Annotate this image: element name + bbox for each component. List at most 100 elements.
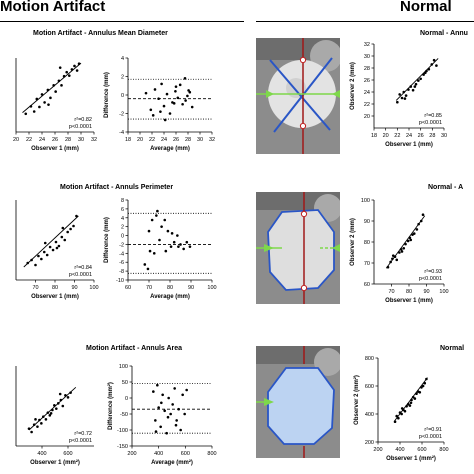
data-point bbox=[158, 238, 161, 242]
y-axis-label: Difference (mm²) bbox=[107, 382, 114, 430]
x-tick-label: 90 bbox=[188, 285, 194, 291]
data-point bbox=[402, 90, 406, 94]
data-point bbox=[30, 258, 33, 262]
data-point bbox=[63, 238, 67, 242]
data-point bbox=[160, 82, 163, 86]
y-tick-label: 8 bbox=[121, 198, 124, 204]
data-point bbox=[38, 418, 41, 422]
data-point bbox=[174, 423, 178, 427]
data-point bbox=[419, 77, 422, 81]
data-point bbox=[42, 415, 45, 418]
data-point bbox=[163, 409, 166, 413]
x-tick-label: 32 bbox=[209, 137, 215, 143]
data-point bbox=[64, 394, 67, 397]
data-point bbox=[161, 393, 164, 397]
data-point bbox=[143, 263, 147, 266]
y-tick-label: 22 bbox=[364, 102, 370, 108]
data-point bbox=[419, 219, 423, 223]
y-tick-label: 24 bbox=[364, 90, 370, 96]
x-tick-label: 90 bbox=[71, 285, 77, 291]
data-point bbox=[42, 250, 46, 254]
data-point bbox=[435, 64, 438, 67]
data-point bbox=[185, 388, 188, 392]
y-tick-label: -150 bbox=[117, 444, 128, 450]
data-point bbox=[389, 260, 392, 264]
data-point bbox=[154, 430, 158, 433]
data-point bbox=[188, 90, 192, 94]
data-point bbox=[407, 88, 410, 91]
data-point bbox=[157, 97, 160, 100]
row1-right-title: Normal - Annu bbox=[420, 30, 468, 37]
row2-right-title: Normal - A bbox=[428, 184, 464, 191]
r-squared-label: r²=0.72 bbox=[74, 431, 92, 437]
data-point bbox=[417, 222, 420, 226]
data-point bbox=[409, 401, 413, 405]
y-tick-label: 80 bbox=[364, 240, 370, 246]
ma-area-correlation-chart: 400 600 Observer 1 (mm²) r²=0.72p<0.0001 bbox=[15, 366, 94, 466]
y-tick-label: 400 bbox=[365, 412, 374, 418]
data-point bbox=[165, 431, 168, 435]
y-tick-label: 4 bbox=[121, 216, 124, 222]
normal-header-rule bbox=[256, 21, 474, 22]
x-tick-label: 100 bbox=[207, 285, 216, 291]
x-tick-label: 28 bbox=[429, 133, 435, 139]
data-point bbox=[408, 404, 412, 407]
data-point bbox=[400, 407, 404, 410]
y-tick-label: 28 bbox=[364, 66, 370, 72]
data-point bbox=[40, 257, 43, 261]
x-tick-label: 28 bbox=[185, 137, 191, 143]
data-point bbox=[75, 69, 79, 72]
data-point bbox=[404, 94, 408, 97]
data-point bbox=[425, 377, 428, 381]
data-point bbox=[75, 214, 78, 218]
data-point bbox=[156, 383, 159, 387]
y-tick-label: 0 bbox=[121, 234, 124, 240]
y-tick-label: 90 bbox=[364, 219, 370, 225]
x-tick-label: 200 bbox=[127, 451, 136, 457]
y-tick-label: 200 bbox=[365, 440, 374, 446]
data-point bbox=[175, 419, 178, 422]
data-point bbox=[60, 235, 64, 239]
data-point bbox=[432, 58, 436, 62]
data-point bbox=[403, 409, 407, 413]
data-point bbox=[56, 402, 60, 405]
y-tick-label: -4 bbox=[119, 251, 124, 257]
data-point bbox=[415, 228, 419, 231]
x-axis-label: Observer 1 (mm) bbox=[31, 146, 79, 152]
x-tick-label: 200 bbox=[373, 447, 382, 453]
regression-line bbox=[28, 387, 77, 431]
data-point bbox=[413, 397, 417, 400]
data-point bbox=[30, 430, 33, 434]
y-tick-label: 6 bbox=[121, 207, 124, 213]
x-tick-label: 26 bbox=[173, 137, 179, 143]
data-point bbox=[172, 102, 176, 105]
data-point bbox=[405, 405, 408, 408]
x-tick-label: 70 bbox=[146, 285, 152, 291]
data-point bbox=[386, 265, 390, 269]
x-tick-label: 90 bbox=[423, 289, 429, 295]
data-point bbox=[186, 94, 189, 98]
data-point bbox=[162, 104, 166, 108]
r-squared-label: r²=0.82 bbox=[74, 117, 92, 123]
y-tick-label: 32 bbox=[364, 42, 370, 48]
data-point bbox=[410, 398, 413, 402]
x-tick-label: 70 bbox=[388, 289, 394, 295]
x-tick-label: 24 bbox=[161, 137, 167, 143]
data-point bbox=[172, 240, 176, 244]
ct-annulus-perimeter-image bbox=[256, 192, 340, 304]
data-point bbox=[403, 97, 407, 100]
y-tick-label: 50 bbox=[122, 380, 128, 386]
data-point bbox=[46, 88, 50, 92]
data-point bbox=[398, 251, 401, 254]
data-point bbox=[409, 238, 413, 242]
x-axis-label: Average (mm) bbox=[150, 146, 190, 152]
data-point bbox=[181, 102, 184, 106]
data-point bbox=[430, 63, 434, 66]
motion-artifact-header: Motion Artifact bbox=[0, 0, 106, 15]
data-point bbox=[396, 100, 399, 104]
data-point bbox=[155, 214, 158, 217]
y-axis-label: Observer 2 (mm²) bbox=[353, 375, 360, 425]
x-axis-label: Observer 1 (mm) bbox=[31, 294, 79, 300]
